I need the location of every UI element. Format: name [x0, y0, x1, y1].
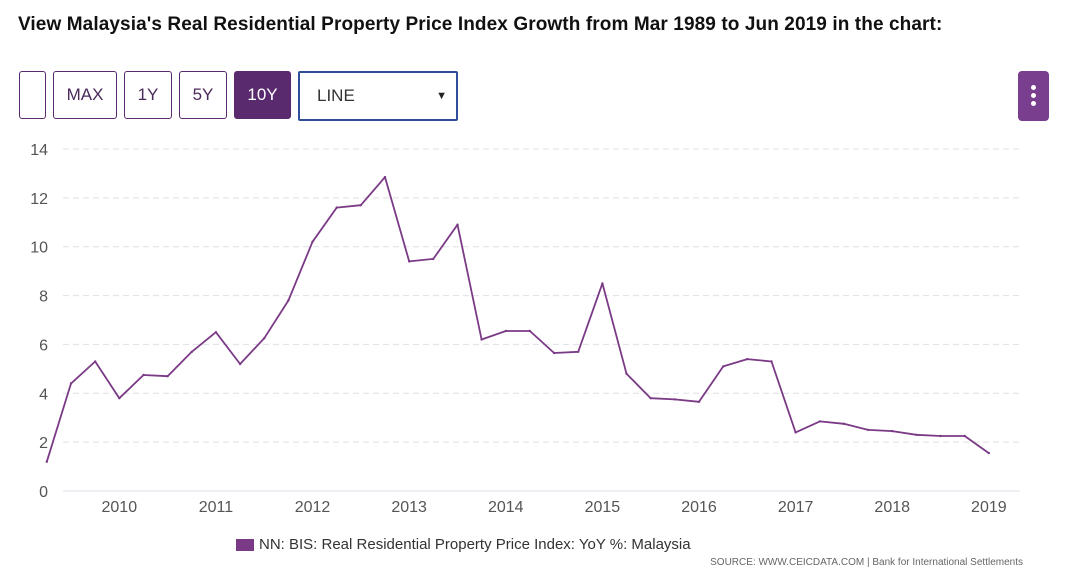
x-tick-label: 2010	[102, 499, 138, 516]
data-point[interactable]	[649, 397, 652, 400]
x-tick-label: 2012	[295, 499, 331, 516]
data-point[interactable]	[504, 329, 507, 333]
source-note: SOURCE: WWW.CEICDATA.COM | Bank for Inte…	[710, 557, 1023, 568]
x-tick-label: 2015	[585, 499, 621, 516]
data-point[interactable]	[866, 428, 870, 432]
data-point[interactable]	[94, 360, 97, 363]
data-point[interactable]	[45, 460, 48, 463]
data-point[interactable]	[794, 431, 797, 434]
x-tick-label: 2017	[778, 499, 814, 516]
data-point[interactable]	[939, 434, 942, 438]
legend-label: NN: BIS: Real Residential Property Price…	[259, 536, 691, 553]
series-line[interactable]	[45, 176, 990, 462]
data-point[interactable]	[842, 422, 846, 425]
x-tick-label: 2014	[488, 499, 524, 516]
data-point[interactable]	[359, 204, 362, 207]
data-point[interactable]	[69, 382, 73, 385]
data-point[interactable]	[383, 175, 387, 179]
data-point[interactable]	[238, 362, 242, 366]
data-point[interactable]	[722, 365, 725, 368]
data-point[interactable]	[818, 420, 821, 423]
blank-range-button[interactable]	[19, 71, 46, 119]
data-point[interactable]	[601, 282, 604, 285]
range-max-button[interactable]: MAX	[53, 71, 117, 119]
y-tick-label: 2	[39, 435, 48, 452]
x-tick-label: 2018	[874, 499, 910, 516]
data-point[interactable]	[673, 398, 676, 401]
y-tick-label: 4	[39, 386, 48, 403]
data-point[interactable]	[528, 329, 532, 333]
data-point[interactable]	[770, 360, 773, 363]
x-tick-label: 2016	[681, 499, 717, 516]
y-tick-label: 0	[39, 484, 48, 501]
legend-swatch	[236, 539, 254, 551]
data-point[interactable]	[746, 357, 749, 361]
chart-type-select[interactable]: LINE ▼	[298, 71, 458, 121]
y-tick-label: 8	[39, 289, 48, 306]
page-title: View Malaysia's Real Residential Propert…	[18, 14, 943, 35]
data-point[interactable]	[335, 206, 338, 209]
x-tick-label: 2013	[391, 499, 427, 516]
data-point[interactable]	[408, 260, 411, 263]
data-point[interactable]	[287, 299, 290, 302]
data-point[interactable]	[142, 373, 145, 377]
data-point[interactable]	[891, 429, 894, 433]
y-tick-label: 10	[30, 240, 48, 257]
data-point[interactable]	[915, 433, 918, 436]
data-point[interactable]	[166, 375, 169, 378]
data-point[interactable]	[987, 451, 990, 455]
y-tick-label: 6	[39, 337, 48, 354]
range-5y-button[interactable]: 5Y	[179, 71, 227, 119]
line-chart: 0 2 4 6 8 10 12 14 2010 2011 2012 2013 2014 2015 2016…	[30, 142, 1020, 516]
chevron-down-icon: ▼	[436, 90, 447, 102]
data-point[interactable]	[625, 372, 628, 375]
data-point[interactable]	[552, 351, 556, 355]
range-1y-button[interactable]: 1Y	[124, 71, 172, 119]
data-point[interactable]	[480, 338, 483, 341]
data-point[interactable]	[214, 331, 218, 334]
data-point[interactable]	[311, 240, 314, 243]
x-tick-label: 2011	[199, 499, 234, 516]
plot-area	[60, 142, 1020, 512]
data-point[interactable]	[263, 337, 266, 340]
y-tick-label: 14	[30, 142, 48, 159]
x-tick-label: 2019	[971, 499, 1007, 516]
data-point[interactable]	[963, 434, 966, 438]
data-point[interactable]	[190, 350, 193, 353]
y-tick-label: 12	[30, 191, 48, 208]
data-point[interactable]	[456, 223, 459, 226]
data-point[interactable]	[697, 400, 701, 403]
data-point[interactable]	[432, 257, 435, 261]
range-10y-button[interactable]: 10Y	[234, 71, 291, 119]
chart-type-value: LINE	[317, 86, 355, 105]
kebab-menu-button[interactable]	[1018, 71, 1049, 121]
data-point[interactable]	[577, 350, 580, 353]
data-point[interactable]	[118, 397, 121, 400]
